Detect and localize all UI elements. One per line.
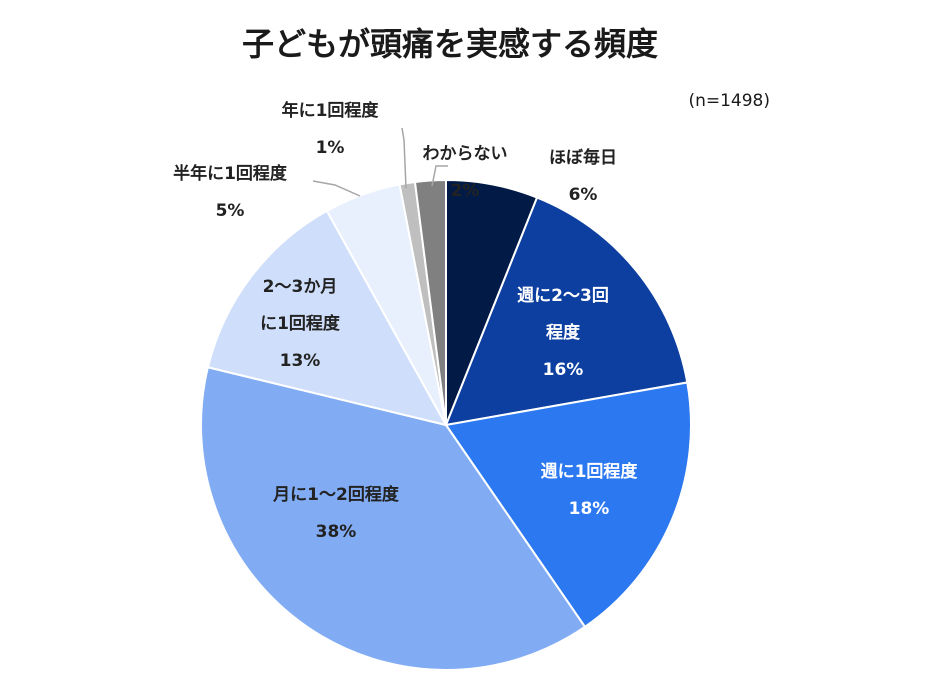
pie-slice: [444, 381, 692, 629]
slice-category-label: 年に1回程度: [282, 100, 380, 121]
pie-slices: [200, 178, 692, 671]
leader-lines: [312, 127, 448, 197]
pie-slice: [200, 366, 587, 671]
slice-value-label: 18%: [569, 499, 610, 519]
pie-slice: [413, 178, 447, 426]
slice-category-label: 程度: [546, 322, 581, 343]
slice-category-label: 週に1回程度: [541, 461, 639, 482]
slice-category-label: 週に2〜3回: [517, 286, 609, 306]
leader-line: [431, 165, 448, 187]
slice-value-label: 6%: [569, 185, 598, 205]
sample-size-note: (n=1498): [688, 91, 770, 111]
slice-category-label: わからない: [423, 144, 508, 164]
slice-category-label: 月に1〜2回程度: [272, 484, 400, 505]
slice-category-label: 2〜3か月: [263, 277, 338, 297]
slice-value-label: 38%: [316, 522, 357, 542]
slice-category-label: ほぼ毎日: [549, 147, 617, 168]
pie-slice: [444, 196, 689, 427]
slice-category-label: 半年に1回程度: [173, 163, 288, 184]
slice-value-label: 2%: [451, 181, 480, 201]
leader-line: [401, 127, 407, 189]
slice-value-label: 13%: [280, 351, 321, 371]
slice-category-label: に1回程度: [260, 313, 341, 334]
slice-value-label: 5%: [216, 201, 245, 221]
pie-slice: [206, 209, 448, 427]
slice-value-label: 16%: [543, 360, 584, 380]
slice-value-label: 1%: [316, 138, 345, 158]
leader-line: [312, 180, 361, 197]
chart-title: 子どもが頭痛を実感する頻度: [242, 25, 658, 63]
